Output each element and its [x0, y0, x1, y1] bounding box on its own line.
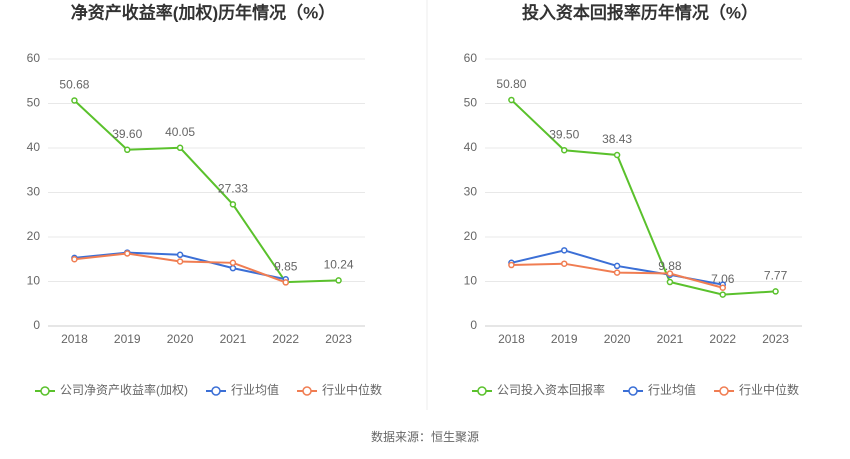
- series-line: [510, 99, 776, 296]
- y-tick-label: 0: [33, 318, 40, 332]
- x-tick-label: 2022: [709, 332, 736, 346]
- x-tick-label: 2021: [220, 332, 247, 346]
- point: [229, 264, 237, 272]
- data-label: 7.06: [711, 272, 735, 286]
- data-label: 9.88: [658, 259, 682, 273]
- legend-label: 行业中位数: [739, 382, 799, 397]
- point: [508, 96, 515, 104]
- point: [229, 259, 237, 267]
- y-tick-label: 10: [27, 274, 41, 288]
- point: [666, 278, 674, 286]
- data-label: 38.43: [602, 132, 632, 146]
- point: [719, 284, 726, 291]
- x-tick-label: 2018: [498, 332, 525, 346]
- series-line: [73, 99, 339, 284]
- point: [508, 261, 515, 269]
- legend-label: 行业均值: [648, 382, 696, 397]
- y-tick-label: 40: [27, 140, 41, 154]
- x-tick-label: 2018: [61, 332, 88, 346]
- point: [229, 201, 237, 208]
- y-tick-label: 50: [27, 96, 41, 110]
- data-label: 50.80: [496, 77, 526, 91]
- point: [124, 146, 131, 154]
- point: [176, 258, 184, 265]
- x-tick-label: 2022: [272, 332, 299, 346]
- y-tick-label: 40: [464, 140, 478, 154]
- data-label: 39.50: [549, 127, 579, 141]
- legend-label: 行业均值: [231, 382, 279, 397]
- y-tick-label: 30: [464, 185, 478, 199]
- point: [124, 250, 131, 257]
- point: [561, 146, 568, 154]
- x-tick-label: 2020: [167, 332, 194, 346]
- point: [71, 97, 78, 104]
- point: [176, 251, 184, 259]
- point: [666, 270, 674, 277]
- x-tick-label: 2021: [657, 332, 684, 346]
- legend-label: 行业中位数: [322, 382, 382, 397]
- data-label: 10.24: [324, 258, 354, 272]
- chart-title: 净资产收益率(加权)历年情况（%）: [71, 2, 335, 22]
- point: [71, 256, 78, 263]
- legend-marker: [302, 386, 312, 396]
- point: [561, 247, 568, 254]
- point: [719, 291, 726, 298]
- legend-marker: [719, 386, 729, 396]
- x-tick-label: 2023: [325, 332, 352, 346]
- x-tick-label: 2019: [114, 332, 141, 346]
- legend-marker: [628, 386, 638, 396]
- data-label: 39.60: [112, 127, 142, 141]
- point: [282, 279, 289, 286]
- y-tick-label: 50: [464, 96, 478, 110]
- y-tick-label: 20: [27, 229, 41, 243]
- point: [561, 260, 568, 267]
- x-tick-label: 2019: [551, 332, 578, 346]
- y-tick-label: 20: [464, 229, 478, 243]
- point: [613, 269, 621, 276]
- y-tick-label: 10: [464, 274, 478, 288]
- data-label: 9.85: [274, 259, 298, 273]
- data-label: 40.05: [165, 125, 195, 139]
- point: [335, 277, 342, 284]
- x-tick-label: 2023: [762, 332, 789, 346]
- legend-label: 公司净资产收益率(加权): [60, 382, 188, 397]
- legend-marker: [477, 386, 487, 396]
- point: [613, 262, 621, 270]
- legend-marker: [211, 386, 221, 396]
- point: [176, 144, 184, 152]
- legend-marker: [40, 386, 50, 396]
- data-label: 27.33: [218, 182, 248, 196]
- y-tick-label: 0: [470, 318, 477, 332]
- y-tick-label: 60: [464, 51, 478, 65]
- y-tick-label: 30: [27, 185, 41, 199]
- point: [772, 288, 779, 295]
- data-label: 7.77: [764, 269, 788, 283]
- point: [613, 151, 621, 159]
- chart-title: 投入资本回报率历年情况（%）: [522, 2, 758, 22]
- data-label: 50.68: [59, 78, 89, 92]
- legend-label: 公司投入资本回报率: [497, 382, 605, 397]
- source: 数据来源：恒生聚源: [371, 429, 479, 444]
- y-tick-label: 60: [27, 51, 41, 65]
- x-tick-label: 2020: [604, 332, 631, 346]
